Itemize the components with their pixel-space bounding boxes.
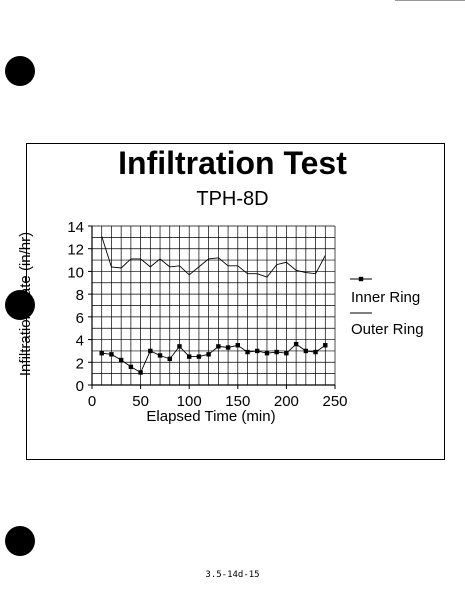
plot-grid <box>91 225 336 386</box>
inner-ring-point <box>313 349 318 355</box>
x-tick-label: 200 <box>274 393 299 410</box>
inner-ring-point <box>293 341 299 347</box>
inner-ring-point <box>216 344 221 349</box>
x-tick-label: 150 <box>225 393 250 410</box>
inner-ring-point <box>274 349 279 355</box>
y-axis-title: Infiltration Rate (in/hr) <box>17 232 34 376</box>
x-tick-label: 250 <box>322 393 347 410</box>
chart-subtitle: TPH-8D <box>196 188 269 210</box>
inner-ring-point <box>284 351 289 356</box>
binder-hole-top <box>5 56 35 86</box>
chart-frame <box>26 143 445 460</box>
legend-label-inner-ring: Inner Ring <box>351 289 420 306</box>
inner-ring-point <box>245 349 250 355</box>
y-tick-label: 14 <box>67 219 84 236</box>
y-tick-label: 8 <box>76 287 84 304</box>
plot-axes: 0 2 4 6 8 10 12 14 0 50 100 150 200 250 <box>67 219 347 410</box>
inner-ring-line <box>101 343 326 374</box>
inner-ring-point <box>99 351 104 356</box>
inner-ring-point <box>323 343 328 348</box>
y-tick-label: 10 <box>67 264 84 281</box>
y-tick-label: 4 <box>76 333 84 350</box>
legend-label-outer-ring: Outer Ring <box>351 321 424 338</box>
y-tick-label: 6 <box>76 310 84 327</box>
inner-ring-point <box>109 352 114 357</box>
x-tick-label: 50 <box>132 393 149 410</box>
inner-ring-point <box>235 343 240 348</box>
binder-hole-middle <box>5 290 35 320</box>
plot-series <box>99 236 328 375</box>
inner-ring-point <box>196 354 202 359</box>
y-tick-label: 12 <box>67 242 84 259</box>
inner-ring-point <box>225 345 231 350</box>
page-reference: 3.5-14d-15 <box>205 570 260 580</box>
inner-ring-point <box>128 364 134 370</box>
binder-hole-bottom <box>5 526 35 556</box>
inner-ring-point <box>303 348 309 354</box>
x-tick-label: 0 <box>88 393 96 410</box>
chart-title: Infiltration Test <box>118 145 347 181</box>
y-tick-label: 2 <box>76 355 84 372</box>
inner-ring-point <box>157 353 163 358</box>
inner-ring-point <box>255 348 260 354</box>
x-tick-label: 100 <box>177 393 202 410</box>
inner-ring-point <box>177 344 182 349</box>
corner-scan-mark <box>395 0 465 4</box>
legend-marker-inner-ring <box>358 276 364 282</box>
inner-ring-point <box>138 370 143 375</box>
inner-ring-point <box>264 351 270 356</box>
inner-ring-point <box>118 357 124 363</box>
chart-legend: Inner Ring Outer Ring <box>350 276 424 338</box>
outer-ring-line <box>101 236 326 278</box>
y-tick-label: 0 <box>76 378 84 395</box>
inner-ring-point <box>148 348 153 354</box>
inner-ring-point <box>206 352 211 357</box>
x-axis-title: Elapsed Time (min) <box>146 408 275 425</box>
inner-ring-point <box>187 354 192 359</box>
inner-ring-point <box>167 356 172 362</box>
